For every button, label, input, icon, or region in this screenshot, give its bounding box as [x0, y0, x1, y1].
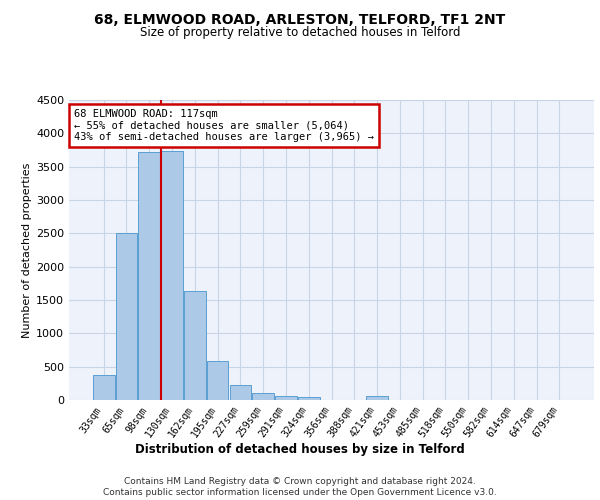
- Text: 68 ELMWOOD ROAD: 117sqm
← 55% of detached houses are smaller (5,064)
43% of semi: 68 ELMWOOD ROAD: 117sqm ← 55% of detache…: [74, 109, 374, 142]
- Text: 68, ELMWOOD ROAD, ARLESTON, TELFORD, TF1 2NT: 68, ELMWOOD ROAD, ARLESTON, TELFORD, TF1…: [94, 12, 506, 26]
- Bar: [298, 398, 320, 400]
- Bar: [230, 385, 251, 400]
- Bar: [93, 376, 115, 400]
- Bar: [161, 152, 183, 400]
- Text: Contains HM Land Registry data © Crown copyright and database right 2024.
Contai: Contains HM Land Registry data © Crown c…: [103, 478, 497, 497]
- Text: Size of property relative to detached houses in Telford: Size of property relative to detached ho…: [140, 26, 460, 39]
- Bar: [275, 396, 297, 400]
- Bar: [139, 152, 160, 400]
- Bar: [253, 392, 274, 400]
- Y-axis label: Number of detached properties: Number of detached properties: [22, 162, 32, 338]
- Text: Distribution of detached houses by size in Telford: Distribution of detached houses by size …: [135, 442, 465, 456]
- Bar: [366, 396, 388, 400]
- Bar: [184, 292, 206, 400]
- Bar: [207, 360, 229, 400]
- Bar: [116, 234, 137, 400]
